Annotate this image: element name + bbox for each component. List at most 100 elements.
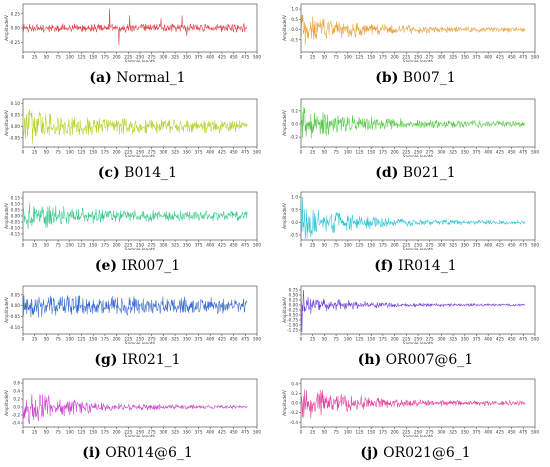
x-tick-label: 225 (402, 430, 410, 435)
x-tick-label: 350 (461, 55, 469, 60)
x-tick-label: 500 (253, 337, 261, 342)
caption-name: OR007@6_1 (381, 352, 474, 368)
x-tick-label: 400 (484, 150, 492, 155)
x-tick-label: 150 (89, 55, 97, 60)
x-tick-label: 175 (379, 150, 387, 155)
x-tick-label: 350 (183, 150, 191, 155)
x-tick-label: 150 (89, 243, 97, 248)
series-line (300, 13, 526, 46)
plot-frame (22, 378, 258, 428)
x-tick-label: 225 (402, 243, 410, 248)
x-tick-label: 125 (78, 55, 86, 60)
panel-i: 0.6 0.4 0.2 0.0 -0.2 -0.4 0 25 50 75 100 125 150 175 2… (0, 375, 275, 467)
x-tick-label: 450 (230, 150, 238, 155)
x-tick-label: 25 (32, 55, 38, 60)
x-tick-label: 200 (113, 337, 121, 342)
x-tick-label: 0 (300, 337, 303, 342)
x-axis-label: Sample length (125, 341, 156, 344)
x-axis-label: Sample length (403, 341, 434, 344)
x-tick-label: 475 (241, 243, 249, 248)
waveform-chart: 0.750.500.250.00-0.25-0.50-0.75-1.00-1.2… (282, 285, 539, 344)
x-tick-label: 400 (484, 55, 492, 60)
x-tick-label: 250 (136, 337, 144, 342)
x-tick-label: 450 (230, 337, 238, 342)
x-tick-label: 475 (241, 430, 249, 435)
x-tick-label: 225 (402, 337, 410, 342)
y-tick-label: 0.2 (291, 391, 298, 396)
series-line (22, 295, 248, 318)
x-tick-label: 225 (402, 55, 410, 60)
x-tick-label: 250 (136, 55, 144, 60)
x-tick-label: 250 (136, 150, 144, 155)
x-tick-label: 325 (449, 150, 457, 155)
x-tick-label: 425 (218, 55, 226, 60)
x-tick-label: 450 (230, 430, 238, 435)
x-tick-label: 475 (519, 150, 527, 155)
x-tick-label: 400 (206, 150, 214, 155)
caption-tag: (c) (97, 165, 120, 181)
x-tick-label: 400 (484, 430, 492, 435)
caption-name: OR014@6_1 (100, 445, 193, 461)
x-tick-label: 475 (519, 243, 527, 248)
x-tick-label: 50 (322, 55, 328, 60)
x-tick-label: 100 (66, 55, 74, 60)
x-tick-label: 325 (449, 243, 457, 248)
caption-name: IR014_1 (393, 258, 457, 274)
y-tick-label: -0.10 (9, 325, 20, 330)
x-tick-label: 425 (496, 55, 504, 60)
y-tick-label: 0.00 (11, 124, 21, 129)
x-tick-label: 75 (55, 150, 61, 155)
x-tick-label: 350 (183, 430, 191, 435)
x-tick-label: 225 (402, 150, 410, 155)
x-tick-label: 350 (461, 430, 469, 435)
x-tick-label: 75 (333, 243, 339, 248)
x-tick-label: 375 (473, 337, 481, 342)
x-tick-label: 425 (496, 337, 504, 342)
caption-tag: (i) (82, 445, 101, 461)
x-tick-label: 100 (66, 150, 74, 155)
y-tick-label: -0.50 (287, 313, 298, 318)
x-tick-label: 175 (101, 150, 109, 155)
caption-tag: (j) (360, 445, 379, 461)
x-tick-label: 100 (66, 243, 74, 248)
x-tick-label: 275 (148, 430, 156, 435)
caption-name: OR021@6_1 (378, 445, 471, 461)
x-tick-label: 375 (473, 430, 481, 435)
x-tick-label: 125 (356, 150, 364, 155)
panel-e: 0.15 0.10 0.05 0.00 -0.05 -0.10 -0.15 0 25 50 75 10… (0, 188, 275, 280)
y-axis-label: Amplitude/V (4, 110, 9, 136)
x-tick-label: 50 (322, 430, 328, 435)
x-tick-label: 475 (519, 337, 527, 342)
x-axis-label: Sample length (403, 154, 434, 157)
y-axis-label: Amplitude/V (282, 297, 287, 323)
waveform-chart: 1.00.50.0-0.50 25 50 75 100 125 150 175 200 225 25… (282, 191, 539, 250)
x-tick-label: 375 (473, 55, 481, 60)
x-tick-label: 275 (426, 243, 434, 248)
x-tick-label: 75 (333, 430, 339, 435)
x-axis-label: Sample length (403, 59, 434, 62)
x-tick-label: 125 (78, 243, 86, 248)
y-tick-label: 0.0 (13, 405, 20, 410)
x-tick-label: 375 (195, 243, 203, 248)
x-tick-label: 300 (437, 55, 445, 60)
x-tick-label: 150 (367, 243, 375, 248)
panel-j: 0.4 0.2 0.0 -0.2 -0.4 0 25 50 75 100 125 150 175 200 2… (278, 375, 550, 467)
x-tick-label: 325 (449, 55, 457, 60)
x-tick-label: 175 (101, 243, 109, 248)
waveform-chart: 1.00.50.0-0.50 25 50 75 100 125 150 175 200 225 25… (282, 3, 539, 62)
series-line (22, 8, 248, 46)
x-tick-label: 200 (113, 430, 121, 435)
y-axis-label: Amplitude/V (4, 15, 9, 41)
x-tick-label: 300 (159, 430, 167, 435)
x-tick-label: 100 (344, 150, 352, 155)
x-tick-label: 100 (344, 337, 352, 342)
panel-caption: (e) IR007_1 (0, 258, 275, 274)
y-axis-label: Amplitude/V (282, 203, 287, 229)
panel-caption: (c) B014_1 (0, 165, 275, 181)
x-tick-label: 0 (22, 243, 25, 248)
panel-f: 1.0 0.5 0.0 -0.5 0 25 50 75 100 125 150 175 200 225 25… (278, 188, 550, 280)
y-tick-label: 0.2 (291, 108, 298, 113)
caption-name: B014_1 (119, 165, 178, 181)
x-tick-label: 500 (253, 430, 261, 435)
